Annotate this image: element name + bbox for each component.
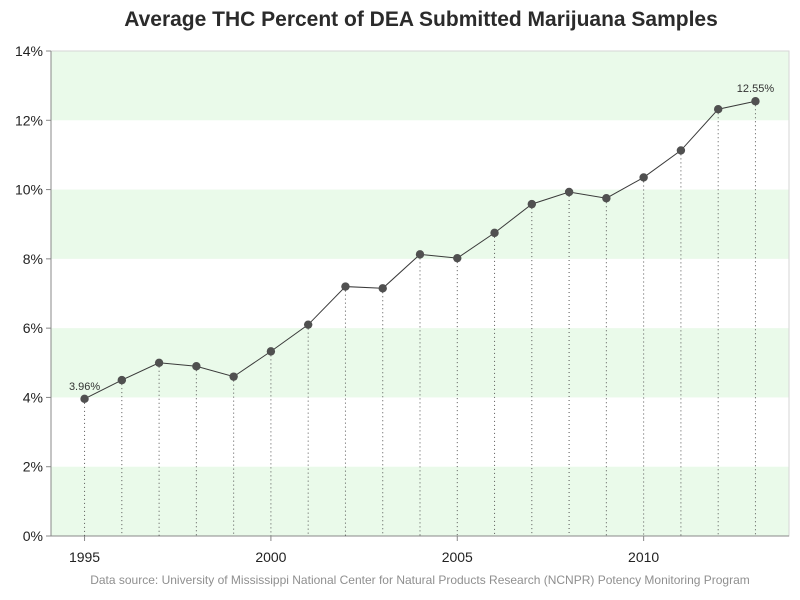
data-label: 3.96% (69, 381, 100, 393)
x-tick-label: 2005 (442, 549, 473, 565)
data-point (527, 199, 537, 209)
y-tick-label: 14% (15, 43, 43, 59)
data-point (192, 362, 201, 371)
y-tick-label: 8% (23, 251, 43, 267)
data-point (154, 358, 164, 367)
data-point (751, 97, 760, 106)
x-tick-label: 2000 (255, 549, 286, 565)
data-point (490, 228, 499, 238)
data-point (117, 375, 127, 385)
y-tick-label: 2% (23, 459, 43, 475)
data-point (415, 250, 425, 259)
y-tick-label: 6% (23, 320, 43, 336)
data-point (266, 347, 276, 356)
data-point (378, 284, 387, 293)
data-point (303, 320, 313, 329)
data-point (602, 194, 611, 203)
background-band (51, 51, 789, 121)
y-tick-label: 10% (15, 182, 43, 198)
y-tick-label: 12% (15, 112, 43, 128)
x-tick-label: 2010 (628, 549, 659, 565)
background-band (51, 466, 789, 536)
data-point (229, 372, 238, 381)
y-tick-label: 4% (23, 389, 43, 405)
data-point (676, 146, 686, 155)
data-point (639, 173, 648, 182)
x-tick-label: 1995 (69, 549, 100, 565)
data-label: 12.55% (737, 83, 775, 95)
y-tick-label: 0% (23, 528, 43, 544)
data-point (80, 394, 89, 404)
data-point (564, 187, 574, 197)
data-point (453, 253, 462, 263)
background-band (51, 189, 789, 259)
chart-title: Average THC Percent of DEA Submitted Mar… (124, 8, 718, 31)
data-source-note: Data source: University of Mississippi N… (90, 573, 750, 587)
data-point (713, 105, 723, 114)
data-point (341, 282, 350, 291)
